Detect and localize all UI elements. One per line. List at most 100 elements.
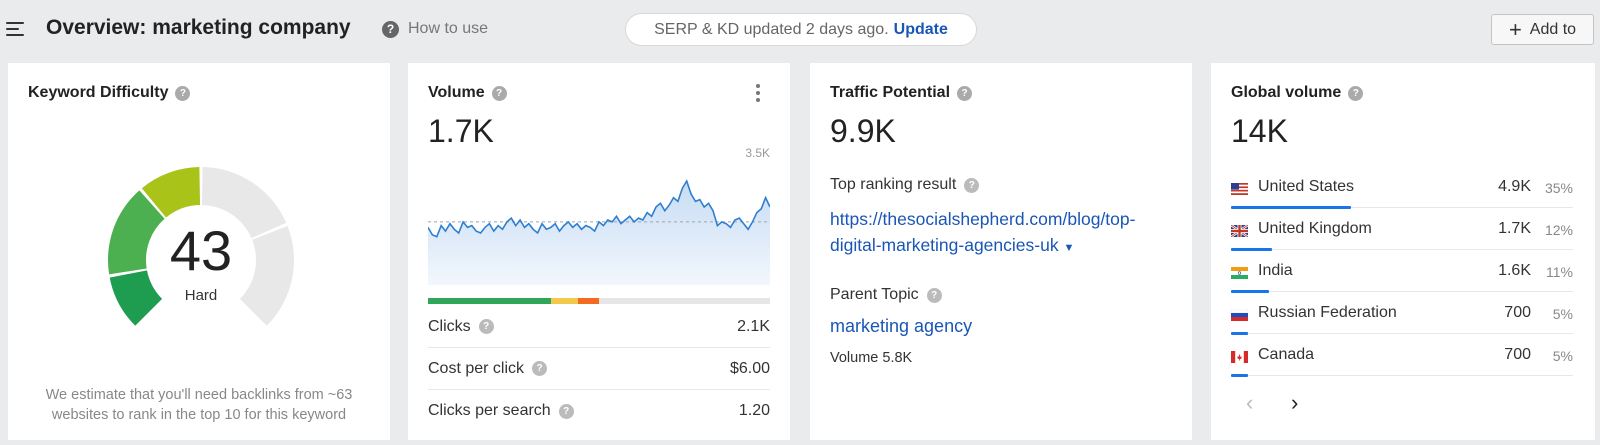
volume-card: Volume ? 1.7K 3.5K Clicks? 2.1K Cost per… — [408, 63, 790, 440]
help-icon[interactable]: ? — [478, 319, 494, 334]
country-volume: 1.6K — [1498, 262, 1531, 279]
top-result-link[interactable]: https://thesocialshepherd.com/blog/top- … — [830, 206, 1180, 261]
country-name: Russian Federation — [1258, 304, 1397, 321]
volume-title-label: Volume — [428, 84, 485, 101]
country-name: India — [1258, 262, 1293, 279]
help-icon[interactable]: ? — [1348, 85, 1364, 101]
help-icon[interactable]: ? — [532, 361, 548, 376]
cpc-value: $6.00 — [729, 359, 770, 377]
parent-topic-link[interactable]: marketing agency — [830, 316, 973, 336]
kd-title-label: Keyword Difficulty — [28, 84, 169, 101]
help-icon[interactable]: ? — [964, 177, 980, 193]
russia-flag-icon — [1231, 309, 1248, 321]
gauge-segment — [108, 190, 165, 275]
gauge-segment — [109, 270, 163, 326]
country-share: 5% — [1552, 348, 1573, 364]
country-row[interactable]: United States 4.9K 35% — [1231, 166, 1573, 209]
volume-area — [428, 181, 770, 285]
india-flag-icon — [1231, 267, 1248, 279]
help-icon[interactable]: ? — [957, 85, 973, 101]
volume-trend-chart — [428, 179, 770, 285]
country-share: 11% — [1546, 264, 1573, 280]
help-icon[interactable]: ? — [491, 85, 507, 101]
traffic-value: 9.9K — [830, 113, 896, 149]
country-share-bar — [1231, 290, 1269, 293]
page-title: Overview: marketing company — [46, 16, 351, 39]
country-volume: 1.7K — [1498, 220, 1531, 237]
canada-flag-icon — [1231, 351, 1248, 363]
kd-note-line1: We estimate that you'll need backlinks f… — [45, 387, 353, 403]
top-result-label-text: Top ranking result — [830, 176, 957, 193]
kd-note-line2: websites to rank in the top 10 for this … — [51, 407, 347, 423]
chart-max-label: 3.5K — [745, 146, 770, 160]
kd-title: Keyword Difficulty ? — [28, 84, 191, 102]
traffic-title-label: Traffic Potential — [830, 84, 951, 101]
country-share-bar — [1231, 332, 1249, 335]
chevron-left-icon[interactable]: ‹ — [1246, 390, 1254, 415]
country-share-bar — [1231, 374, 1249, 377]
uk-flag-icon — [1231, 225, 1248, 237]
clicks-split-segment — [428, 298, 552, 304]
global-title: Global volume ? — [1231, 84, 1364, 102]
kd-level: Hard — [185, 287, 218, 304]
serp-status-pill: SERP & KD updated 2 days ago. Update — [625, 13, 977, 46]
volume-line — [428, 179, 770, 238]
serp-status-text: SERP & KD updated 2 days ago. — [654, 20, 889, 38]
gauge-segment — [141, 167, 201, 218]
country-row[interactable]: Russian Federation 700 5% — [1231, 292, 1573, 335]
cpc-row: Cost per click? $6.00 — [428, 348, 770, 390]
help-icon[interactable]: ? — [175, 85, 191, 101]
kd-gauge: 43 Hard — [108, 167, 294, 326]
country-share: 12% — [1544, 222, 1573, 238]
clicks-split-bar — [428, 298, 770, 304]
country-share-bar — [1231, 206, 1351, 209]
country-share-bar — [1231, 248, 1273, 251]
parent-topic-volume: Volume 5.8K — [830, 350, 913, 366]
menu-icon[interactable] — [6, 22, 24, 36]
global-value: 14K — [1231, 113, 1288, 149]
caret-down-icon[interactable]: ▼ — [1063, 242, 1075, 254]
volume-title: Volume ? — [428, 84, 507, 102]
help-icon[interactable]: ? — [926, 287, 942, 303]
help-icon: ? — [382, 20, 399, 38]
top-result-url-line1: https://thesocialshepherd.com/blog/top- — [830, 209, 1136, 229]
plus-icon: + — [1508, 16, 1522, 42]
country-name: United Kingdom — [1258, 220, 1372, 237]
clicks-value: 2.1K — [737, 317, 770, 335]
keyword-difficulty-card: Keyword Difficulty ? 43 Hard We estimate… — [8, 63, 390, 440]
country-row[interactable]: India 1.6K 11% — [1231, 250, 1573, 293]
how-to-use-link[interactable]: ? How to use — [382, 20, 488, 38]
add-to-button[interactable]: + Add to — [1491, 14, 1594, 45]
country-volume: 4.9K — [1498, 178, 1531, 195]
parent-topic-label-text: Parent Topic — [830, 286, 919, 303]
clicks-per-search-row: Clicks per search? 1.20 — [428, 390, 770, 432]
how-to-use-label: How to use — [408, 20, 489, 37]
clicks-split-segment — [578, 298, 599, 304]
country-share: 5% — [1552, 306, 1573, 322]
country-name: Canada — [1258, 346, 1315, 363]
global-title-label: Global volume — [1231, 84, 1342, 101]
country-volume: 700 — [1504, 304, 1531, 321]
top-result-url-line2: digital-marketing-agencies-uk — [830, 235, 1059, 255]
more-options-icon[interactable] — [756, 84, 760, 105]
country-name: United States — [1258, 178, 1355, 195]
country-row[interactable]: United Kingdom 1.7K 12% — [1231, 208, 1573, 251]
traffic-potential-card: Traffic Potential ? 9.9K Top ranking res… — [810, 63, 1192, 440]
gauge-segment — [201, 167, 287, 239]
parent-topic-label: Parent Topic ? — [830, 286, 942, 304]
kd-score: 43 — [170, 219, 232, 282]
gauge-segment — [239, 225, 294, 326]
clicks-split-segment — [551, 298, 579, 304]
us-flag-icon — [1231, 183, 1248, 195]
country-row[interactable]: Canada 700 5% — [1231, 334, 1573, 377]
chevron-right-icon[interactable]: › — [1291, 390, 1299, 415]
cpc-label: Cost per click — [428, 359, 525, 377]
clicks-label: Clicks — [428, 317, 471, 335]
help-icon[interactable]: ? — [558, 403, 574, 419]
top-result-label: Top ranking result ? — [830, 176, 980, 194]
global-volume-card: Global volume ? 14K United States 4.9K 3… — [1211, 63, 1595, 440]
clicks-per-search-label: Clicks per search — [428, 402, 551, 419]
update-link[interactable]: Update — [893, 20, 948, 38]
country-volume: 700 — [1504, 346, 1531, 363]
clicks-row: Clicks? 2.1K — [428, 306, 770, 348]
